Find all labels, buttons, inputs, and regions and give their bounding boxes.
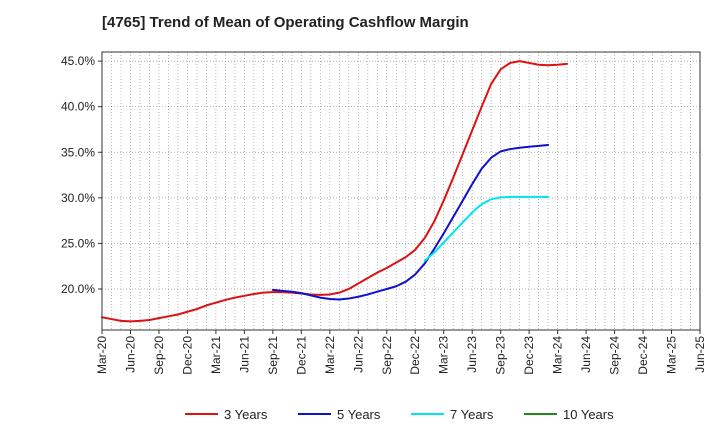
x-tick-label: Dec-20 xyxy=(180,336,194,375)
x-tick-label: Jun-22 xyxy=(351,336,365,373)
legend-label: 7 Years xyxy=(450,407,494,422)
y-tick-label: 25.0% xyxy=(61,236,95,250)
x-tick-label: Mar-21 xyxy=(209,336,223,374)
y-tick-label: 30.0% xyxy=(61,191,95,205)
x-tick-label: Jun-20 xyxy=(123,336,137,373)
axes: 20.0% 25.0% 30.0% 35.0% 40.0% 45.0% Mar-20 Jun-… xyxy=(61,54,707,375)
series-line-3-years xyxy=(101,60,569,323)
x-tick-label: Mar-25 xyxy=(665,336,679,374)
x-tick-label: Dec-21 xyxy=(294,336,308,375)
x-tick-label: Jun-24 xyxy=(579,336,593,373)
y-tick-label: 40.0% xyxy=(61,100,95,114)
x-tick-label: Mar-22 xyxy=(323,336,337,374)
x-tick-label: Jun-25 xyxy=(693,336,707,373)
x-tick-label: Dec-22 xyxy=(408,336,422,375)
x-tick-label: Sep-22 xyxy=(380,336,394,375)
grid xyxy=(102,52,700,330)
series-line-5-years xyxy=(271,143,550,301)
y-tick-label: 35.0% xyxy=(61,145,95,159)
x-tick-label: Jun-23 xyxy=(465,336,479,373)
chart-title: [4765] Trend of Mean of Operating Cashfl… xyxy=(102,14,469,31)
legend-label: 3 Years xyxy=(224,407,268,422)
legend: 3 Years 5 Years 7 Years 10 Years xyxy=(185,407,614,422)
legend-label: 5 Years xyxy=(337,407,381,422)
legend-label: 10 Years xyxy=(563,407,614,422)
x-tick-label: Sep-23 xyxy=(494,336,508,375)
y-tick-label: 20.0% xyxy=(61,282,95,296)
plot-frame xyxy=(101,51,701,331)
y-tick-label: 45.0% xyxy=(61,54,95,68)
x-tick-label: Jun-21 xyxy=(237,336,251,373)
series-lines xyxy=(101,60,569,323)
x-tick-label: Mar-20 xyxy=(95,336,109,374)
series-line-7-years xyxy=(423,195,550,262)
x-tick-label: Sep-20 xyxy=(152,336,166,375)
x-tick-label: Sep-24 xyxy=(608,336,622,375)
x-tick-label: Mar-23 xyxy=(437,336,451,374)
x-tick-label: Dec-23 xyxy=(522,336,536,375)
x-tick-label: Dec-24 xyxy=(636,336,650,375)
x-tick-label: Sep-21 xyxy=(266,336,280,375)
x-tick-label: Mar-24 xyxy=(551,336,565,374)
